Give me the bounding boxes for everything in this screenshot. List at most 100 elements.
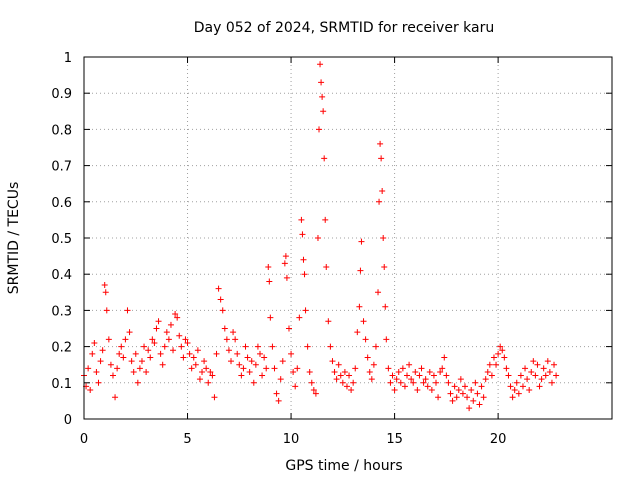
- data-point: [410, 379, 417, 386]
- y-tick-label: 1: [64, 51, 72, 66]
- data-point: [348, 387, 355, 394]
- data-point: [192, 361, 199, 368]
- data-point: [136, 365, 143, 372]
- data-point: [320, 108, 327, 115]
- data-point: [290, 368, 297, 375]
- data-point: [515, 390, 522, 397]
- data-point: [95, 379, 102, 386]
- data-point: [503, 365, 510, 372]
- x-axis-label: GPS time / hours: [285, 458, 402, 474]
- data-point: [105, 336, 112, 343]
- data-point: [126, 329, 133, 336]
- data-point: [93, 368, 100, 375]
- data-point: [199, 368, 206, 375]
- data-point: [300, 256, 307, 263]
- data-point: [524, 376, 531, 383]
- data-point: [542, 372, 549, 379]
- data-point: [298, 216, 305, 223]
- data-point: [406, 361, 413, 368]
- data-point: [404, 372, 411, 379]
- data-point: [302, 307, 309, 314]
- data-point: [416, 372, 423, 379]
- data-point: [308, 379, 315, 386]
- data-point: [138, 358, 145, 365]
- data-point: [261, 354, 268, 361]
- y-tick-label: 0.5: [51, 232, 72, 247]
- data-point: [420, 379, 427, 386]
- data-point: [149, 336, 156, 343]
- data-point: [375, 289, 382, 296]
- data-point: [124, 307, 131, 314]
- data-point: [322, 216, 329, 223]
- data-point: [234, 350, 241, 357]
- data-point: [99, 347, 106, 354]
- y-tick-label: 0: [64, 413, 72, 428]
- data-point: [242, 343, 249, 350]
- data-point: [378, 155, 385, 162]
- data-point: [499, 347, 506, 354]
- data-point: [393, 376, 400, 383]
- data-point: [447, 390, 454, 397]
- data-point: [382, 303, 389, 310]
- tick-labels: 00.10.20.30.40.50.60.70.80.910 5 10 15 20: [51, 51, 506, 447]
- data-point: [174, 314, 181, 321]
- data-point: [205, 379, 212, 386]
- data-point: [453, 394, 460, 401]
- data-point: [292, 383, 299, 390]
- data-point: [362, 336, 369, 343]
- data-point: [408, 376, 415, 383]
- data-point: [213, 350, 220, 357]
- data-point: [358, 238, 365, 245]
- data-point: [316, 126, 323, 133]
- data-point: [266, 278, 273, 285]
- data-point: [335, 361, 342, 368]
- data-point: [399, 365, 406, 372]
- data-point: [339, 379, 346, 386]
- data-point: [120, 354, 127, 361]
- data-point: [455, 387, 462, 394]
- data-point: [414, 387, 421, 394]
- data-point: [318, 79, 325, 86]
- data-point: [232, 336, 239, 343]
- data-point: [294, 365, 301, 372]
- data-point: [244, 354, 251, 361]
- data-point: [317, 61, 324, 68]
- data-point: [151, 339, 158, 346]
- data-point: [478, 383, 485, 390]
- data-point: [389, 372, 396, 379]
- data-point: [472, 379, 479, 386]
- data-point: [248, 358, 255, 365]
- data-point: [337, 372, 344, 379]
- data-point: [194, 347, 201, 354]
- data-point: [536, 383, 543, 390]
- data-point: [331, 368, 338, 375]
- data-point: [501, 354, 508, 361]
- data-point: [165, 336, 172, 343]
- data-point: [259, 372, 266, 379]
- data-point: [538, 376, 545, 383]
- data-point: [277, 376, 284, 383]
- data-point: [236, 361, 243, 368]
- data-point: [346, 372, 353, 379]
- data-point: [163, 329, 170, 336]
- data-point: [526, 387, 533, 394]
- data-point: [288, 350, 295, 357]
- data-point: [395, 368, 402, 375]
- data-point: [439, 365, 446, 372]
- data-point: [155, 318, 162, 325]
- data-point: [186, 350, 193, 357]
- data-point: [379, 187, 386, 194]
- data-point: [391, 387, 398, 394]
- data-point: [178, 343, 185, 350]
- x-tick-label: 10: [283, 432, 300, 447]
- data-point: [182, 336, 189, 343]
- data-point: [263, 365, 270, 372]
- x-tick-label: 15: [386, 432, 403, 447]
- data-point: [87, 387, 94, 394]
- data-point: [385, 365, 392, 372]
- data-point: [323, 263, 330, 270]
- data-point: [101, 282, 108, 289]
- data-point: [387, 379, 394, 386]
- data-point: [102, 289, 109, 296]
